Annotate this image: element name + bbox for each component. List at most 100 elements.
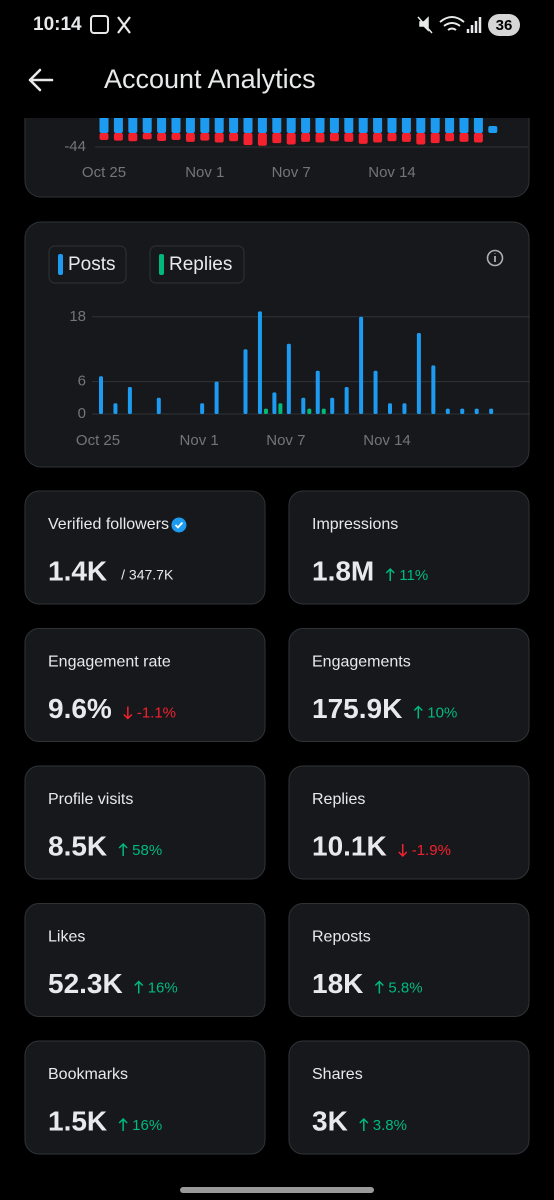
- bar: [330, 397, 335, 414]
- bar: [473, 118, 483, 133]
- x-tick-label: Oct 25: [82, 164, 126, 181]
- info-button[interactable]: [486, 249, 504, 267]
- bar: [200, 118, 210, 133]
- stat-value: 10.1K: [312, 830, 387, 861]
- bar: [358, 133, 368, 144]
- x-tick-label: Nov 7: [272, 164, 311, 181]
- legend-swatch: [58, 254, 63, 275]
- y-tick-label: -44: [64, 138, 86, 155]
- bar: [373, 118, 383, 133]
- bar: [128, 118, 138, 133]
- bar: [387, 118, 397, 133]
- stat-value: 3K: [312, 1105, 348, 1136]
- bar: [113, 133, 123, 141]
- bar: [99, 133, 109, 140]
- stat-change: -1.1%: [137, 704, 176, 721]
- legend-item[interactable]: [48, 245, 127, 284]
- bar: [263, 408, 268, 414]
- bar: [401, 133, 411, 142]
- home-indicator: [180, 1187, 374, 1193]
- legend-item[interactable]: [149, 245, 245, 284]
- stat-value: 52.3K: [48, 968, 123, 999]
- legend-label: Replies: [169, 254, 232, 275]
- page-title: Account Analytics: [104, 64, 316, 94]
- x-tick-label: Oct 25: [76, 432, 120, 449]
- bar: [459, 133, 469, 142]
- bar: [488, 126, 498, 133]
- bar: [214, 133, 224, 143]
- bar: [229, 118, 239, 133]
- stat-label: Bookmarks: [48, 1066, 128, 1083]
- x-icon: [117, 16, 131, 34]
- bar: [142, 133, 152, 140]
- bar: [157, 133, 167, 141]
- x-tick-label: Nov 1: [180, 432, 219, 449]
- stat-label: Engagements: [312, 654, 411, 671]
- mute-icon: [417, 16, 433, 34]
- arrow-down: [398, 844, 408, 858]
- bar: [373, 133, 383, 143]
- bar: [99, 376, 103, 414]
- bar: [286, 133, 296, 145]
- arrow-up: [374, 980, 384, 994]
- stat-card: [24, 628, 266, 742]
- bar: [229, 133, 239, 142]
- bar: [387, 133, 397, 142]
- stat-label: Engagement rate: [48, 654, 171, 671]
- stat-label: Shares: [312, 1066, 363, 1083]
- bar: [257, 118, 267, 133]
- x-tick-label: Nov 14: [363, 432, 411, 449]
- bar: [473, 133, 483, 143]
- back-button[interactable]: [28, 68, 54, 92]
- battery-pill: [488, 14, 520, 36]
- stat-card: [288, 903, 530, 1017]
- bar: [459, 118, 469, 133]
- bar: [113, 403, 118, 414]
- bar: [214, 118, 224, 133]
- stat-label: Replies: [312, 791, 365, 808]
- bar: [272, 118, 282, 133]
- bar: [373, 370, 378, 414]
- bar: [445, 118, 455, 133]
- stat-total: / 347.7K: [121, 567, 174, 583]
- stat-value: 175.9K: [312, 693, 402, 724]
- stat-value: 8.5K: [48, 830, 107, 861]
- x-tick-label: Nov 7: [266, 432, 305, 449]
- bar: [315, 118, 325, 133]
- stat-change: 10%: [427, 704, 457, 721]
- y-tick-label: 6: [78, 373, 86, 390]
- stat-change: 3.8%: [373, 1117, 407, 1134]
- arrow-up: [359, 1117, 369, 1131]
- stat-label: Verified followers: [48, 516, 169, 533]
- activity-chart: 0 6 18 Oct 25 Nov 1 Nov 7 Nov 14 Posts Replies: [58, 254, 530, 449]
- bar: [272, 392, 277, 414]
- bar: [113, 118, 123, 133]
- stat-card: [288, 490, 530, 605]
- clock: 10:14: [33, 14, 82, 35]
- bar: [128, 133, 138, 142]
- arrow-down: [123, 706, 133, 720]
- stat-label: Impressions: [312, 516, 398, 533]
- bar: [329, 118, 339, 133]
- bar: [430, 133, 440, 144]
- bar: [416, 133, 426, 145]
- bar: [430, 118, 440, 133]
- stat-value: 1.4K: [48, 555, 107, 586]
- bar: [388, 403, 392, 414]
- bar: [307, 408, 312, 414]
- wifi-icon: [439, 16, 465, 31]
- stat-card: [24, 490, 266, 605]
- signal-icon: [466, 17, 482, 33]
- arrow-up: [118, 842, 128, 856]
- bar: [243, 349, 248, 414]
- bar: [157, 118, 167, 133]
- bar: [278, 403, 283, 414]
- bar: [344, 133, 354, 142]
- stat-card: [288, 1040, 530, 1155]
- bar: [257, 311, 262, 414]
- verified-badge: [171, 517, 187, 533]
- stat-label: Profile visits: [48, 791, 133, 808]
- bar: [401, 118, 411, 133]
- legend-swatch: [159, 254, 164, 275]
- bar: [315, 133, 325, 143]
